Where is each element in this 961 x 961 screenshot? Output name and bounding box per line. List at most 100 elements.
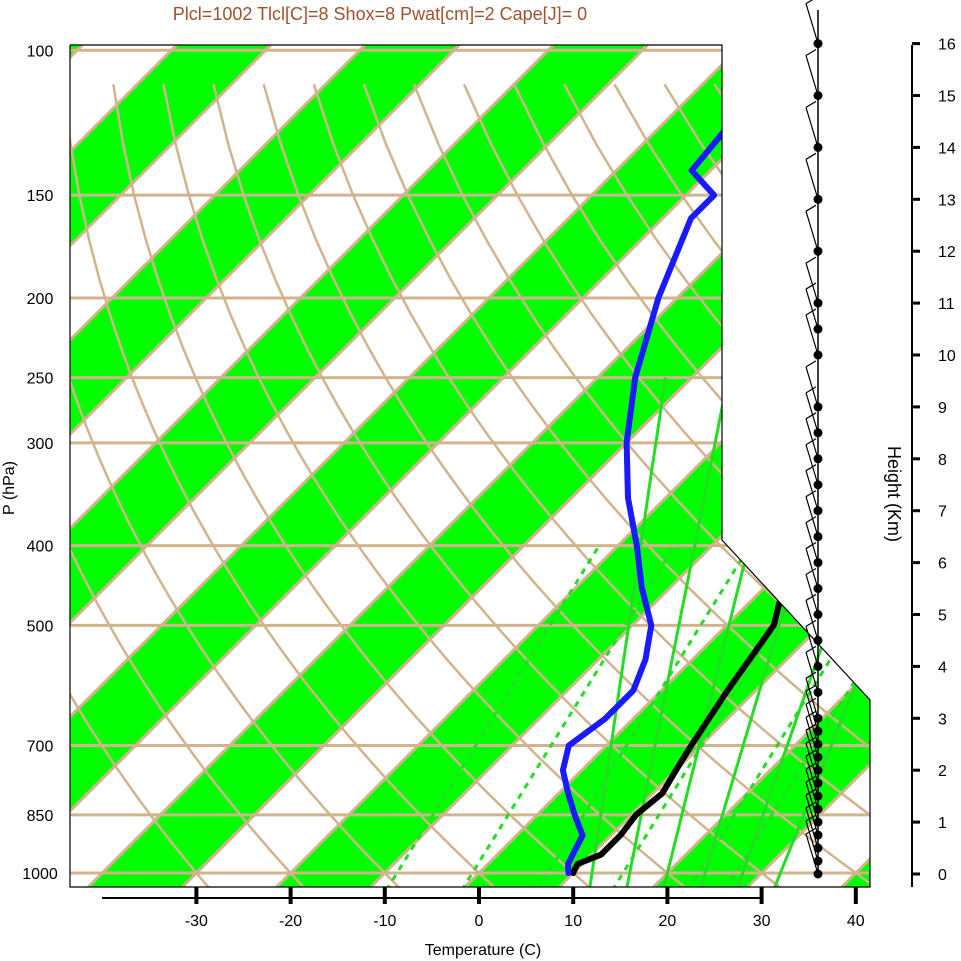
- pressure-tick-label: 100: [27, 43, 54, 60]
- wind-barb-flag: [805, 723, 817, 731]
- height-axis-label: Height (Km): [884, 446, 904, 542]
- wind-barb-flag: [805, 412, 817, 420]
- height-tick-label: 4: [938, 659, 947, 676]
- wind-barb: [805, 3, 819, 44]
- pressure-tick-label: 500: [27, 618, 54, 635]
- temperature-tick-label: -20: [279, 913, 302, 930]
- height-tick-label: 11: [938, 296, 955, 313]
- temperature-tick-label: 0: [475, 913, 484, 930]
- isotherm-line: [70, 45, 367, 887]
- height-tick-label: 1: [938, 815, 947, 832]
- height-tick-label: 6: [938, 556, 947, 573]
- wind-barb-flag: [805, 736, 817, 744]
- wind-barb-flag: [805, 827, 817, 835]
- height-tick-label: 15: [938, 89, 956, 106]
- wind-barb-flag: [805, 567, 817, 576]
- wind-barb-flag: [805, 386, 817, 394]
- wind-barb-flag: [805, 204, 817, 212]
- wind-barb: [805, 652, 819, 693]
- temperature-tick-label: 40: [847, 913, 865, 930]
- isotherm-line: [70, 45, 649, 887]
- temperature-axis: -30 -20 -10 0 10 20 30 40: [102, 887, 865, 930]
- wind-barb: [805, 781, 819, 823]
- mixing-ratio-line: [384, 544, 601, 887]
- wind-barb: [805, 496, 819, 537]
- height-tick-label: 16: [938, 37, 956, 54]
- moist-adiabat: [624, 377, 730, 887]
- wind-barb-flag: [805, 152, 817, 160]
- wind-barb: [805, 262, 819, 304]
- wind-barb: [805, 211, 819, 252]
- wind-barb: [805, 288, 819, 330]
- wind-barb-flag: [805, 100, 817, 108]
- pressure-tick-label: 1000: [22, 866, 58, 883]
- wind-barb: [805, 55, 819, 96]
- wind-barb: [805, 392, 819, 434]
- wind-barb-flag: [805, 542, 817, 550]
- dry-adiabat: [70, 84, 308, 887]
- pressure-tick-label: 150: [27, 188, 54, 205]
- height-tick-label: 14: [938, 140, 956, 157]
- temperature-tick-label: 30: [753, 913, 771, 930]
- wind-barb: [805, 444, 819, 485]
- wind-barb-flag: [805, 0, 814, 5]
- wind-barb-flag: [805, 645, 817, 653]
- temperature-tick-label: 20: [659, 913, 677, 930]
- wind-barb: [805, 755, 819, 797]
- mixing-ratio-line: [460, 544, 676, 887]
- wind-barb: [805, 794, 819, 836]
- wind-barb-flag: [805, 684, 817, 692]
- wind-barb: [805, 522, 819, 563]
- dry-adiabat: [70, 84, 213, 887]
- band: [465, 45, 870, 887]
- pressure-tick-label: 200: [27, 291, 54, 308]
- height-tick-label: 2: [938, 763, 947, 780]
- wind-barb-flag: [805, 749, 817, 757]
- dewpoint-profile: [559, 47, 825, 876]
- dry-adiabat: [262, 83, 870, 887]
- wind-barb: [805, 626, 819, 667]
- height-tick-label: 12: [938, 244, 956, 261]
- wind-barb-flag: [805, 593, 817, 601]
- wind-barb-flag: [805, 490, 817, 498]
- height-tick-label: 9: [938, 400, 947, 417]
- band: [70, 45, 836, 887]
- wind-barb-flag: [805, 619, 817, 627]
- pressure-axis: 100 150 200 250 300 400 500 700 850 1000: [22, 43, 58, 883]
- wind-barb: [805, 600, 819, 641]
- wind-barb: [805, 730, 819, 771]
- wind-barb: [805, 366, 819, 408]
- wind-barb: [805, 314, 819, 356]
- wind-barb-flag: [805, 464, 817, 472]
- band: [70, 45, 460, 887]
- wind-barb: [805, 548, 819, 589]
- height-tick-label: 10: [938, 348, 956, 365]
- mixing-ratio-line: [535, 544, 752, 887]
- pressure-tick-label: 700: [27, 739, 54, 756]
- moist-adiabat: [772, 377, 870, 887]
- wind-barb-flag: [805, 710, 817, 718]
- temperature-tick-label: -10: [373, 913, 396, 930]
- dry-adiabat: [462, 83, 870, 887]
- wind-barb: [805, 833, 819, 875]
- dry-adiabat: [212, 84, 786, 887]
- temperature-tick-label: -30: [185, 913, 208, 930]
- pressure-tick-label: 850: [27, 808, 54, 825]
- wind-barb: [805, 743, 819, 784]
- dry-adiabat: [362, 83, 870, 887]
- plot-frame: [69, 44, 871, 888]
- wind-barb: [805, 691, 819, 732]
- wind-barb-flag: [805, 814, 817, 822]
- isotherm-line: [70, 45, 272, 887]
- moist-adiabat: [588, 377, 668, 887]
- wind-barb: [805, 159, 819, 200]
- wind-barb-flag: [805, 788, 817, 796]
- wind-barb-flag: [805, 775, 817, 783]
- dry-adiabat: [70, 84, 499, 887]
- wind-barb: [805, 107, 819, 148]
- wind-barb: [805, 807, 819, 849]
- isotherm-line: [70, 45, 743, 887]
- isotherm-line: [70, 45, 555, 887]
- height-tick-label: 8: [938, 452, 947, 469]
